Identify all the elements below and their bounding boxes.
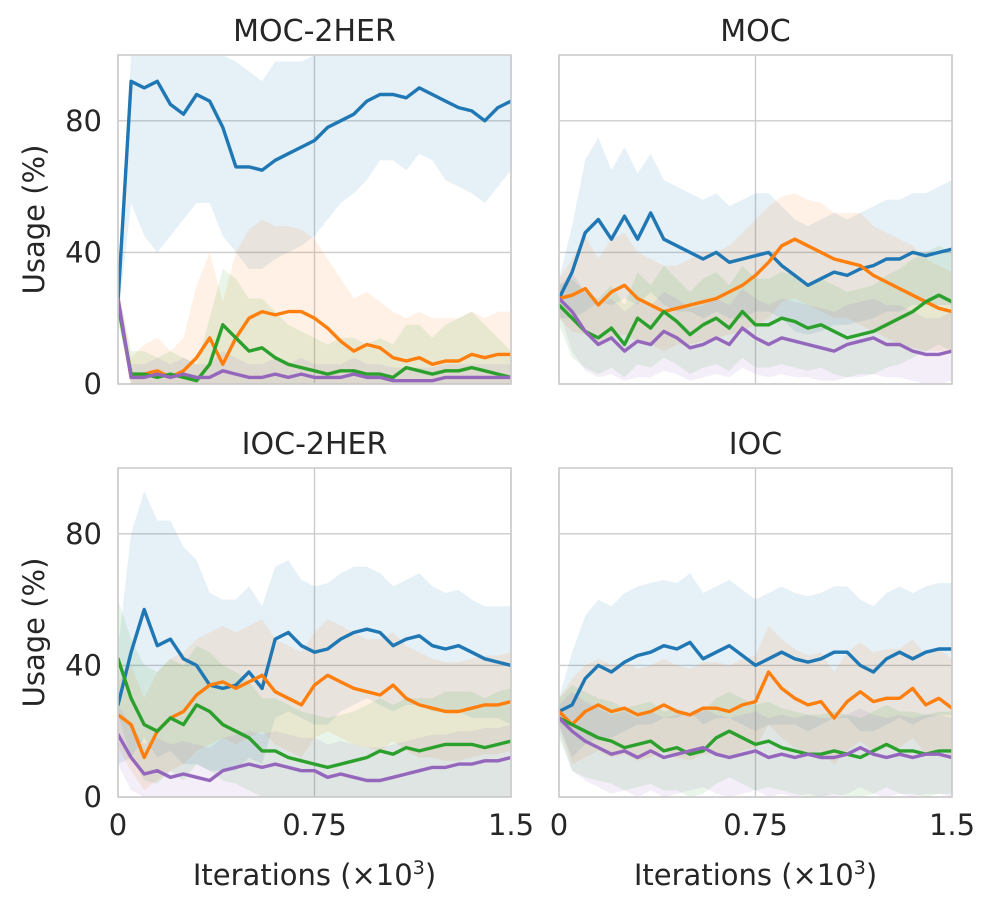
y-tick-label: 40 [65,235,102,269]
x-tick-label: 1.5 [488,808,534,842]
line-orange [559,237,952,314]
y-tick-label: 80 [65,517,102,551]
axes-frame [558,467,953,798]
line-green [559,716,952,760]
band-blue [559,137,952,335]
line-blue [559,211,952,301]
line-orange [118,300,511,380]
line-green [118,303,511,383]
axes-frame [117,54,512,385]
plot-area [559,573,952,797]
plot-area [559,137,952,384]
band-blue [118,55,511,319]
line-blue [118,607,511,707]
x-axis-label: Iterations (×103) [193,857,436,892]
panel-title: MOC-2HER [233,14,396,49]
y-axis-label: Usage (%) [17,558,51,708]
x-tick-label: 0.75 [282,808,347,842]
x-tick-label: 1.5 [929,808,975,842]
panel-2: IOC-2HER 0 40 80 Usage (%) 0 0.75 1.5 Iterations… [17,427,534,892]
line-blue [559,640,952,714]
plot-area [118,491,511,797]
panel-3: IOC 0 0.75 1.5 Iterations (×103) [550,427,975,892]
panel-title: IOC-2HER [242,427,388,462]
line-green [118,657,511,770]
panel-title: MOC [720,14,790,49]
band-orange [559,193,952,352]
x-tick-label: 0 [109,808,127,842]
panel-1: MOC [558,14,953,385]
line-purple [118,296,511,383]
band-purple [559,272,952,384]
line-green [559,293,952,347]
y-tick-label: 0 [84,367,102,401]
line-blue [118,79,511,304]
line-orange [559,670,952,727]
panel-title: IOC [729,427,782,462]
band-green [559,685,952,797]
y-tick-label: 0 [84,780,102,814]
x-tick-label: 0 [550,808,568,842]
plot-area [118,55,511,384]
y-tick-label: 40 [65,648,102,682]
x-axis-label: Iterations (×103) [634,857,877,892]
line-orange [118,673,511,760]
line-purple [118,732,511,783]
axes-frame [117,467,512,798]
line-purple [559,716,952,760]
axes-frame [558,54,953,385]
line-purple [559,296,952,357]
band-purple [118,285,511,384]
y-axis-label: Usage (%) [17,145,51,295]
panel-0: MOC-2HER 0 40 80 Usage (%) [17,14,512,401]
x-tick-label: 0.75 [723,808,788,842]
band-green [118,268,511,384]
y-tick-label: 80 [65,104,102,138]
